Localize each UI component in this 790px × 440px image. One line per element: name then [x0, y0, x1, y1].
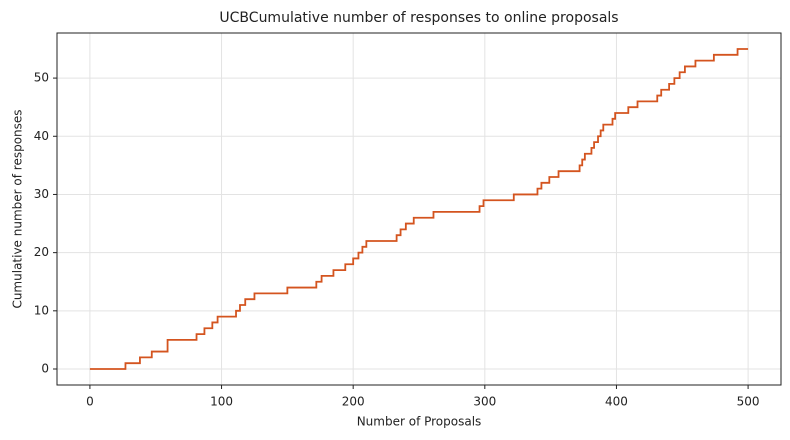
y-tick-label: 20	[34, 245, 49, 259]
y-tick-label: 10	[34, 303, 49, 317]
plot-frame	[56, 32, 782, 386]
x-tick-label: 0	[86, 395, 94, 409]
y-axis-label: Cumulative number of responses	[11, 109, 25, 308]
x-tick-label: 400	[605, 395, 628, 409]
y-tick-label: 0	[41, 362, 49, 376]
y-tick-label: 40	[34, 129, 49, 143]
y-tick-label: 50	[34, 71, 49, 85]
x-tick-label: 200	[342, 395, 365, 409]
x-tick-label: 100	[210, 395, 233, 409]
data-line	[89, 48, 749, 370]
x-tick-label: 500	[737, 395, 760, 409]
x-tick-label: 300	[473, 395, 496, 409]
y-tick-label: 30	[34, 187, 49, 201]
x-axis-label: Number of Proposals	[357, 415, 482, 429]
chart-title: UCBCumulative number of responses to onl…	[219, 10, 618, 26]
